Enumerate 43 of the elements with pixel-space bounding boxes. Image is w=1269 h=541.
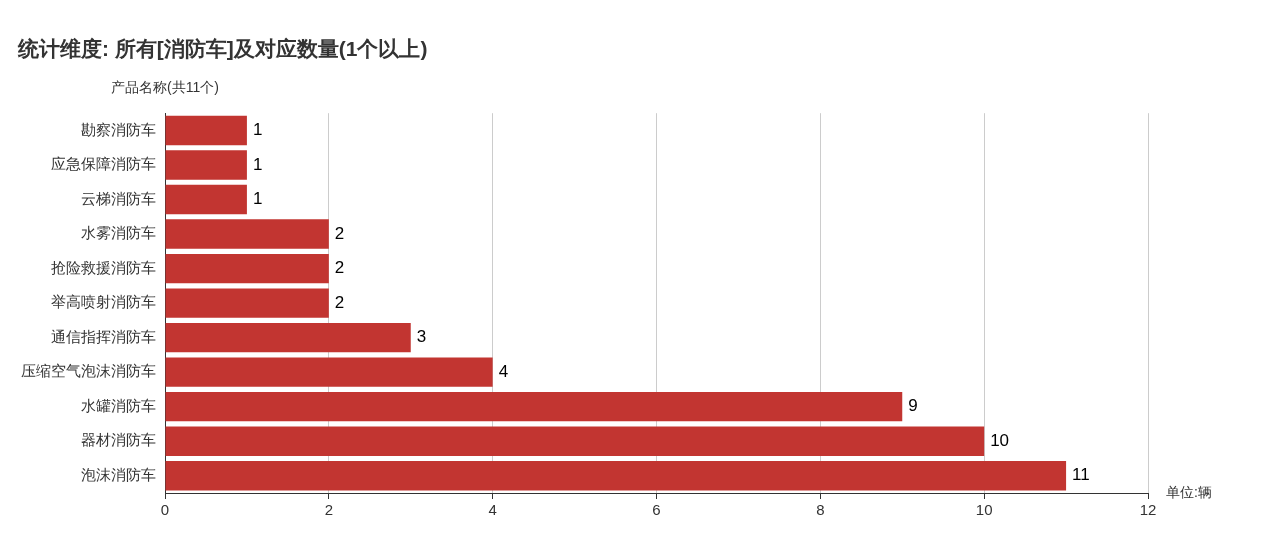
y-tick-label: 泡沫消防车 (81, 465, 156, 483)
bar (165, 392, 903, 422)
y-tick-label: 通信指挥消防车 (51, 327, 156, 345)
data-label: 4 (498, 361, 509, 381)
data-label: 2 (334, 258, 345, 278)
y-tick-label: 压缩空气泡沫消防车 (21, 362, 156, 380)
chart-title: 统计维度: 所有[消防车]及对应数量(1个以上) (17, 37, 428, 61)
data-label: 1 (252, 120, 263, 140)
bar (165, 322, 411, 353)
y-tick-label: 应急保障消防车 (51, 155, 156, 173)
y-tick-label: 抢险救援消防车 (51, 258, 156, 276)
data-label: 2 (334, 292, 345, 312)
bar (165, 288, 329, 318)
bar (165, 426, 985, 456)
y-tick-label: 器材消防车 (81, 431, 156, 449)
x-tick-label: 12 (1139, 501, 1157, 519)
y-axis-title: 产品名称(共11个) (111, 79, 219, 96)
y-tick-label: 云梯消防车 (81, 189, 156, 207)
y-tick-label: 举高喷射消防车 (51, 293, 156, 311)
data-label: 9 (908, 396, 918, 416)
x-tick-label: 10 (975, 501, 993, 519)
bar (165, 184, 247, 215)
data-label: 1 (252, 189, 263, 209)
x-tick-label: 0 (160, 501, 170, 519)
bar (165, 253, 329, 284)
y-tick-label: 勘察消防车 (81, 120, 156, 138)
data-label: 11 (1072, 465, 1090, 485)
x-tick-label: 2 (324, 501, 334, 519)
x-axis-title: 单位:辆 (1166, 483, 1212, 500)
bar (165, 219, 329, 249)
x-tick-label: 4 (488, 501, 497, 519)
y-tick-label: 水罐消防车 (81, 396, 156, 414)
data-label: 10 (990, 430, 1010, 450)
x-tick-label: 8 (816, 501, 825, 519)
data-label: 3 (416, 327, 427, 347)
y-tick-label: 水雾消防车 (81, 224, 156, 242)
bar (165, 150, 247, 180)
bar (165, 461, 1067, 491)
data-label: 1 (252, 154, 263, 174)
bar (165, 357, 493, 387)
data-label: 2 (334, 223, 345, 243)
x-tick-label: 6 (652, 501, 661, 519)
bar (165, 115, 247, 146)
